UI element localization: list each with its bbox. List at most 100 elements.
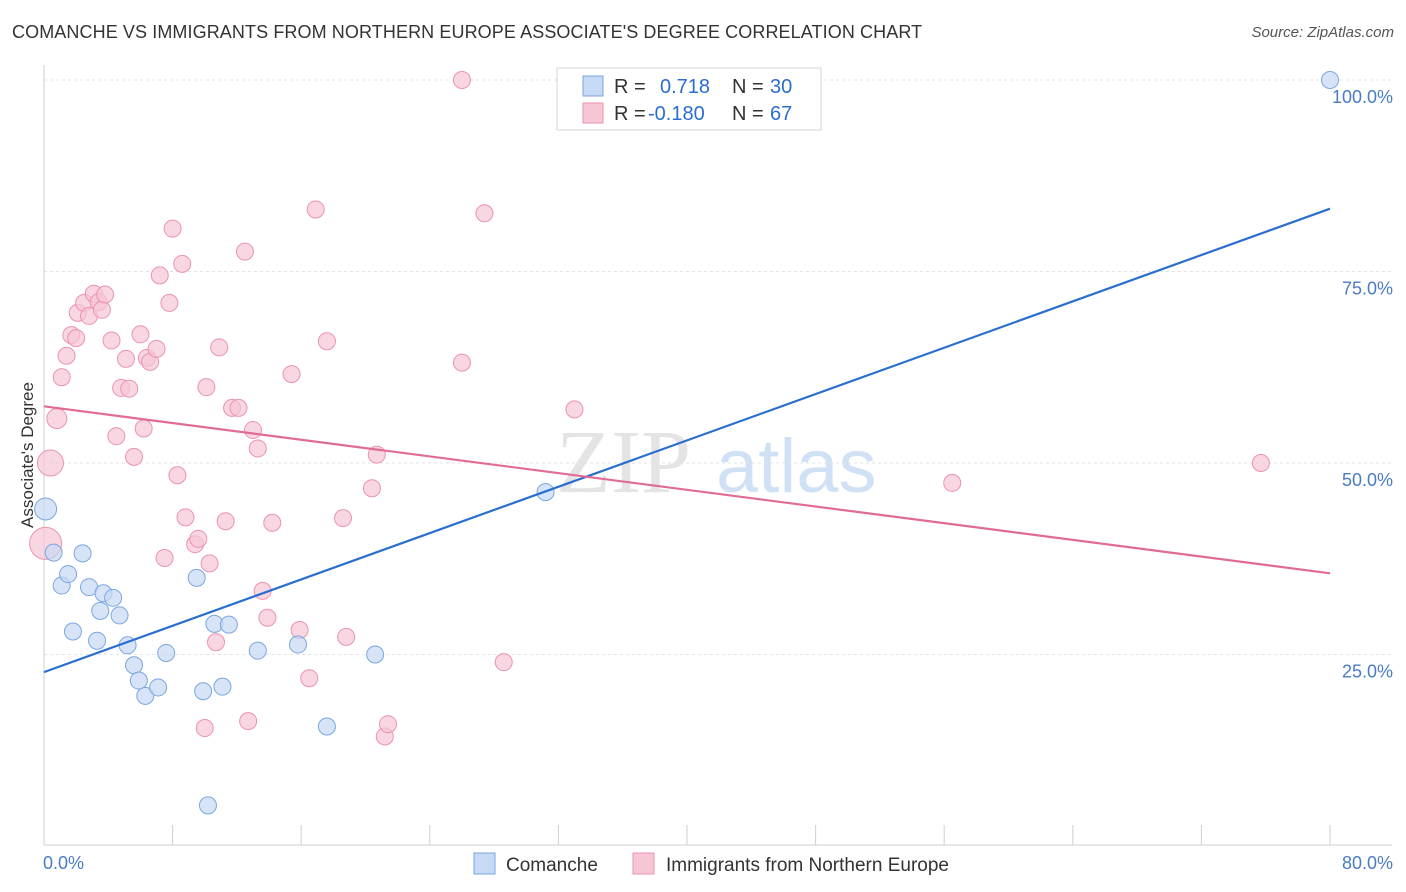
immigrants-point [131,325,150,344]
immigrants-point [333,509,352,528]
legend-n-label-comanche: N = [732,76,764,98]
immigrants-trend-line [43,405,1331,575]
y-axis-tick-labels: 25.0% 50.0% 75.0% 100.0% [1332,87,1393,682]
y-tick-label: 100.0% [1332,87,1393,107]
legend-r-label-comanche: R = [614,76,646,98]
immigrants-point [96,285,115,304]
comanche-point [63,622,82,641]
comanche-point [73,544,92,563]
watermark-atlas: atlas [716,424,877,509]
comanche-point [59,565,78,584]
immigrants-point [258,608,277,627]
comanche-point [125,656,144,675]
immigrants-point [494,653,513,672]
immigrants-point [337,627,356,646]
immigrants-point [452,71,471,89]
comanche-trend-line [43,207,1331,674]
comanche-point [1321,71,1339,89]
legend-n-value-immigrants: 67 [770,103,792,125]
immigrants-point [173,254,192,273]
legend-n-value-comanche: 30 [770,76,792,98]
immigrants-point [362,479,381,498]
immigrants-point [235,242,254,261]
comanche-point [136,686,155,705]
comanche-point [157,643,176,662]
immigrants-point [155,548,174,567]
y-tick-label: 50.0% [1342,470,1393,490]
immigrants-point [163,219,182,238]
immigrants-point [943,473,962,492]
x-tick-label-min: 0.0% [43,853,84,873]
immigrants-point [168,466,187,485]
immigrants-point [243,421,262,440]
immigrants-point [306,200,325,219]
comanche-point [366,645,385,664]
immigrants-point [475,204,494,223]
series-legend: Comanche Immigrants from Northern Europe [473,852,949,876]
comanche-point [104,588,123,607]
x-tick-label-max: 80.0% [1342,853,1393,873]
immigrants-point [160,293,179,312]
comanche-point [213,677,232,696]
immigrants-point [282,365,301,384]
immigrants-point [107,427,126,446]
immigrants-point [452,353,471,372]
immigrants-point [229,398,248,417]
comanche-series-points [34,71,1339,815]
immigrants-point [379,715,398,734]
comanche-point [198,796,217,815]
x-axis-ticks: 0.0% 80.0% [43,825,1393,873]
comanche-point [34,497,58,521]
comanche-point [317,717,336,736]
y-tick-label: 25.0% [1342,662,1393,682]
immigrants-point [176,508,195,527]
immigrants-point [57,346,76,365]
immigrants-point [52,368,71,387]
immigrants-point [102,331,121,350]
immigrants-point [116,349,135,368]
immigrants-point [147,339,166,358]
legend-r-value-comanche: 0.718 [660,76,710,98]
immigrants-point [197,378,216,397]
comanche-point [44,543,63,562]
comanche-point [194,682,213,701]
immigrants-point [150,266,169,285]
comanche-point [129,671,148,690]
immigrants-point [565,400,584,419]
immigrants-point [216,512,235,531]
chart-title: COMANCHE VS IMMIGRANTS FROM NORTHERN EUR… [12,22,923,42]
immigrants-point [239,712,258,731]
immigrants-point [207,633,226,652]
legend-swatch-immigrants [582,102,604,124]
immigrants-point [120,379,139,398]
immigrants-point [300,669,319,688]
immigrants-point [195,719,214,738]
immigrants-point [92,300,111,319]
comanche-point [248,641,267,660]
immigrants-point [200,554,219,573]
comanche-point [219,615,238,634]
immigrants-point [134,419,153,438]
bottom-legend-swatch-immigrants [632,852,655,875]
comanche-point [110,606,129,625]
immigrants-point [248,439,267,458]
comanche-point [288,635,307,654]
legend-r-value-immigrants: -0.180 [648,103,705,125]
immigrants-series-points [29,71,1270,746]
immigrants-point [36,449,64,477]
bottom-legend-label-immigrants: Immigrants from Northern Europe [666,855,949,876]
immigrants-point [317,332,336,351]
immigrants-point [67,329,86,348]
comanche-point [91,601,110,620]
bottom-legend-swatch-comanche [473,852,496,875]
gridlines [44,79,1392,655]
immigrants-point [189,529,208,548]
legend-swatch-comanche [582,75,604,97]
correlation-legend: R = 0.718 N = 30 R = -0.180 N = 67 [556,67,822,131]
y-tick-label: 75.0% [1342,279,1393,299]
comanche-point [187,568,206,587]
immigrants-point [46,408,68,430]
bottom-legend-label-comanche: Comanche [506,855,598,876]
trend-lines [43,207,1331,674]
